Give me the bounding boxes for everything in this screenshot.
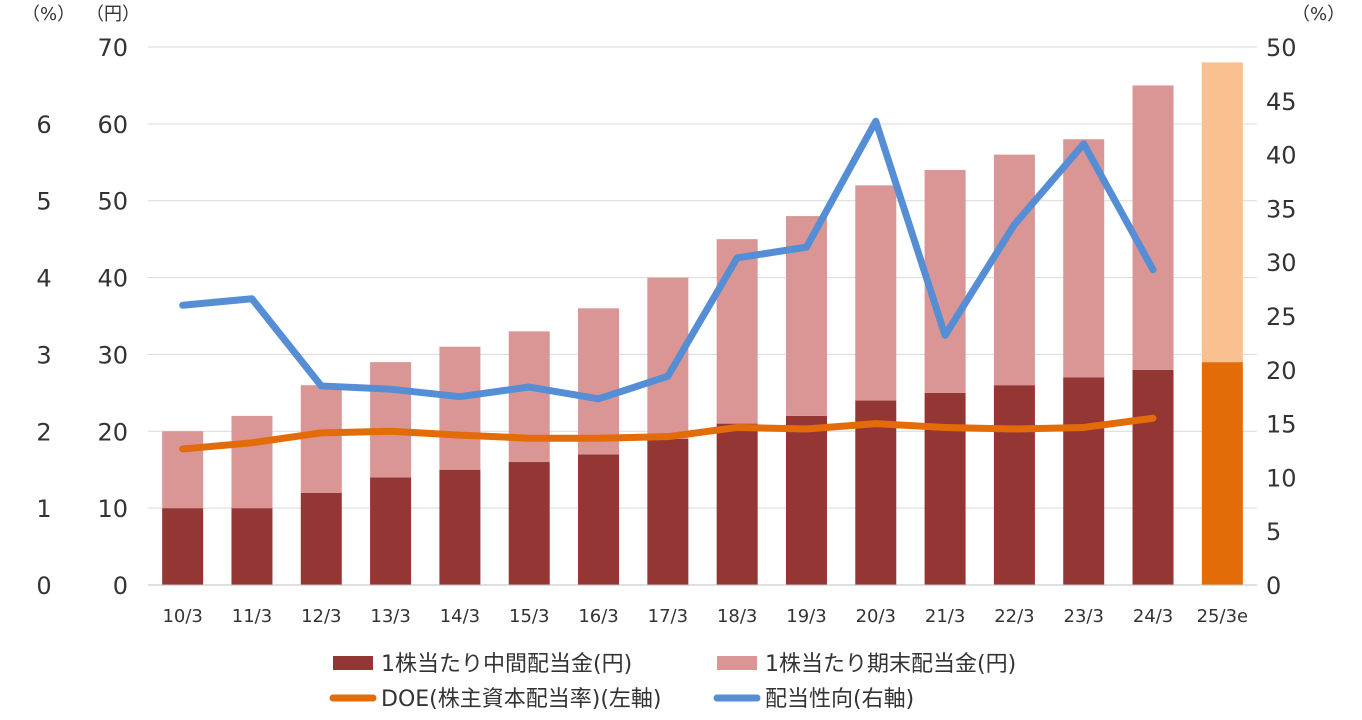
bar-interim — [716, 423, 758, 585]
yen-tick-label: 20 — [97, 418, 128, 446]
yen-tick-label: 40 — [97, 265, 128, 293]
bar-interim — [370, 477, 412, 585]
bar-final — [1063, 139, 1105, 378]
x-tick-label: 12/3 — [301, 606, 341, 627]
yen-axis-unit: （円） — [86, 4, 140, 25]
x-tick-label: 17/3 — [648, 606, 688, 627]
bar-final — [578, 308, 620, 455]
legend-label-doe: DOE(株主資本配当率)(左軸) — [381, 687, 662, 712]
right-tick-label: 25 — [1266, 303, 1297, 331]
bar-final — [162, 431, 204, 509]
doe-line — [179, 414, 1157, 453]
bar-interim — [993, 385, 1035, 585]
bar-interim — [508, 462, 550, 585]
right-tick-label: 40 — [1266, 142, 1297, 170]
bar-interim — [300, 492, 342, 585]
bar-final — [439, 346, 481, 470]
x-tick-label: 20/3 — [856, 606, 896, 627]
x-tick-label: 22/3 — [994, 606, 1034, 627]
left-tick-label: 5 — [36, 188, 51, 216]
x-tick-label: 25/3e — [1197, 606, 1249, 627]
bar-interim — [578, 454, 620, 585]
bar-interim — [855, 400, 897, 585]
bar-interim — [1132, 369, 1174, 585]
right-tick-label: 5 — [1266, 518, 1281, 546]
yen-tick-label: 0 — [113, 572, 128, 600]
right-tick-label: 30 — [1266, 249, 1297, 277]
x-tick-label: 11/3 — [232, 606, 272, 627]
x-tick-label: 21/3 — [925, 606, 965, 627]
x-tick-label: 10/3 — [162, 606, 202, 627]
legend-swatch-final — [717, 656, 757, 670]
left-tick-label: 3 — [36, 341, 51, 369]
bar-final — [508, 331, 550, 463]
bar-final — [924, 169, 966, 393]
bar-interim — [1201, 362, 1243, 585]
right-axis-unit: （%） — [1292, 4, 1345, 25]
bar-interim — [439, 469, 481, 585]
yen-tick-label: 10 — [97, 495, 128, 523]
legend: 1株当たり中間配当金(円) 1株当たり期末配当金(円) DOE(株主資本配当率)… — [329, 652, 1016, 712]
x-tick-label: 14/3 — [440, 606, 480, 627]
x-tick-label: 15/3 — [509, 606, 549, 627]
left-axis-unit: （%） — [22, 4, 75, 25]
bar-final — [855, 185, 897, 401]
bar-final — [231, 415, 273, 509]
payout-ratio-line — [179, 117, 1157, 403]
yen-tick-label: 60 — [97, 111, 128, 139]
bar-final — [1132, 85, 1174, 370]
bar-interim — [924, 392, 966, 585]
legend-swatch-interim — [333, 656, 373, 670]
left-tick-label: 2 — [36, 418, 51, 446]
x-tick-label: 13/3 — [370, 606, 410, 627]
x-tick-label: 24/3 — [1133, 606, 1173, 627]
bar-interim — [785, 415, 827, 585]
legend-label-payout: 配当性向(右軸) — [765, 687, 914, 712]
bar-final — [1201, 62, 1243, 363]
x-tick-label: 18/3 — [717, 606, 757, 627]
legend-label-interim: 1株当たり中間配当金(円) — [381, 652, 632, 677]
yen-tick-label: 70 — [97, 34, 128, 62]
axes: （%） （円） （%） 0123456010203040506070051015… — [22, 4, 1345, 627]
bars — [162, 62, 1243, 585]
left-tick-label: 1 — [36, 495, 51, 523]
right-tick-label: 35 — [1266, 195, 1297, 223]
yen-tick-label: 30 — [97, 341, 128, 369]
bar-final — [993, 154, 1035, 386]
left-tick-label: 0 — [36, 572, 51, 600]
x-tick-label: 23/3 — [1064, 606, 1104, 627]
right-tick-label: 15 — [1266, 411, 1297, 439]
yen-tick-label: 50 — [97, 188, 128, 216]
bar-interim — [162, 508, 204, 585]
bar-interim — [1063, 377, 1105, 585]
right-tick-label: 0 — [1266, 572, 1281, 600]
right-tick-label: 45 — [1266, 88, 1297, 116]
lines — [179, 117, 1157, 453]
bar-final — [300, 385, 342, 493]
bar-final — [370, 362, 412, 478]
x-tick-label: 16/3 — [578, 606, 618, 627]
right-tick-label: 20 — [1266, 357, 1297, 385]
x-tick-label: 19/3 — [786, 606, 826, 627]
right-tick-label: 10 — [1266, 464, 1297, 492]
bar-interim — [231, 508, 273, 585]
legend-label-final: 1株当たり期末配当金(円) — [765, 652, 1016, 677]
bar-interim — [647, 438, 689, 585]
bar-final — [716, 239, 758, 424]
left-tick-label: 4 — [36, 265, 51, 293]
right-tick-label: 50 — [1266, 34, 1297, 62]
left-tick-label: 6 — [36, 111, 51, 139]
